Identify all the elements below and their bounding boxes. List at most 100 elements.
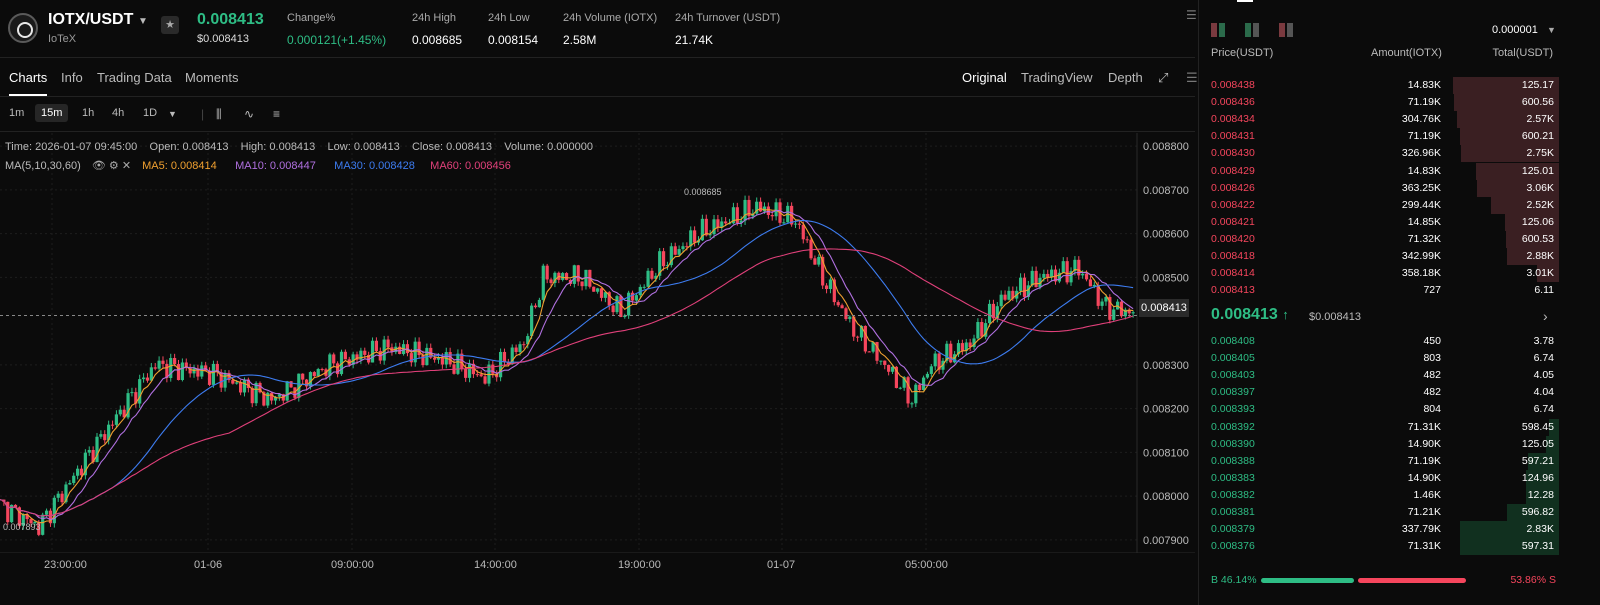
candle-up [56,493,60,498]
tab-info[interactable]: Info [61,70,83,85]
view-tradingview[interactable]: TradingView [1021,70,1093,85]
depth-bar [1460,538,1559,556]
col-total: Total(USDT) [1492,47,1553,59]
settings-list-icon[interactable]: ≡ [273,107,281,121]
candle-down [607,292,611,306]
pair-selector[interactable]: IOTX/USDT [48,11,134,28]
interval-4h[interactable]: 4h [112,107,125,119]
caret-down-icon[interactable]: ▼ [138,16,148,27]
bid-row[interactable]: 0.008383 14.90K 124.96 [1199,469,1559,487]
price-chart[interactable]: 0.008800 0.008700 0.008600 0.008500 0.008300… [0,133,1195,553]
interval-1d[interactable]: 1D [143,107,158,119]
candle-down [25,514,29,520]
bid-row[interactable]: 0.008390 14.90K 125.05 [1199,435,1559,453]
candle-type-icon[interactable]: ⫼ [216,107,222,121]
book-both-icon[interactable] [1211,23,1225,37]
book-bids-icon[interactable] [1245,23,1259,37]
y-tick-label: 0.008700 [1143,185,1189,197]
candle-down [417,341,421,356]
ask-row[interactable]: 0.008413 727 6.11 [1199,282,1559,299]
order-total: 12.28 [1527,488,1554,501]
order-price: 0.008383 [1211,471,1255,484]
star-icon[interactable]: ★ [161,16,179,34]
bid-row[interactable]: 0.008393 804 6.74 [1199,401,1559,418]
depth-bar [1549,418,1559,436]
candle-up [848,316,852,320]
candle-up [654,275,658,279]
bid-row[interactable]: 0.008405 803 6.74 [1199,350,1559,367]
bid-row[interactable]: 0.008388 71.19K 597.21 [1199,452,1559,470]
interval-1h[interactable]: 1h [82,107,95,119]
bid-row[interactable]: 0.008408 450 3.78 [1199,333,1559,350]
eye-settings-close-icons[interactable]: 👁 ⚙ ✕ [91,160,132,172]
chart-canvas[interactable]: 0.008800 0.008700 0.008600 0.008500 0.008300… [0,133,1195,553]
ask-row[interactable]: 0.008430 326.96K 2.75K [1199,145,1559,163]
mid-price-usd: $0.008413 [1309,311,1361,323]
ask-row[interactable]: 0.008436 71.19K 600.56 [1199,94,1559,112]
order-total: 3.06K [1526,181,1554,194]
candle-down [262,392,266,406]
candle-down [832,279,836,303]
candle-down [79,468,84,476]
candle-up [339,351,344,375]
tab-moments[interactable]: Moments [185,70,239,85]
candle-down [949,343,953,363]
ask-row[interactable]: 0.008426 363.25K 3.06K [1199,179,1559,197]
order-amount: 71.31K [1407,420,1441,433]
bid-row[interactable]: 0.008381 71.21K 596.82 [1199,504,1559,521]
bid-row[interactable]: 0.008392 71.31K 598.45 [1199,418,1559,436]
ask-row[interactable]: 0.008414 358.18K 3.01K [1199,265,1559,283]
tab-charts[interactable]: Charts [9,70,48,96]
order-total: 596.82 [1521,506,1554,518]
ohlc-info: Time: 2026-01-07 09:45:00 Open: 0.008413… [5,141,593,153]
ask-row[interactable]: 0.008421 14.85K 125.06 [1199,213,1559,231]
bid-row[interactable]: 0.008379 337.79K 2.83K [1199,521,1559,539]
ask-row[interactable]: 0.008420 71.32K 600.53 [1199,230,1559,248]
candle-up [700,218,704,241]
bid-row[interactable]: 0.008403 482 4.05 [1199,367,1559,384]
bid-row[interactable]: 0.008397 482 4.04 [1199,384,1559,401]
view-depth[interactable]: Depth [1108,70,1143,85]
book-asks-icon[interactable] [1279,23,1293,37]
candle-up [902,377,906,388]
ask-row[interactable]: 0.008438 14.83K 125.17 [1199,77,1559,94]
sell-ratio-bar [1357,578,1466,583]
order-price: 0.008426 [1211,181,1255,194]
candle-up [890,366,895,372]
order-price: 0.008418 [1211,250,1255,262]
precision-select[interactable]: 0.000001 [1492,24,1538,36]
candle-down [599,288,604,298]
candle-down [491,364,495,374]
stat-low: 24h Low 0.008154 [488,12,538,47]
bid-row[interactable]: 0.008382 1.46K 12.28 [1199,486,1559,504]
order-price: 0.008430 [1211,147,1255,160]
indicator-icon[interactable]: ∿ [244,107,255,121]
ask-row[interactable]: 0.008418 342.99K 2.88K [1199,248,1559,265]
caret-down-icon[interactable]: ▼ [1547,25,1556,35]
view-original[interactable]: Original [962,70,1007,85]
candle-up [498,351,503,378]
menu-icon[interactable]: ☰ [1186,70,1198,85]
chevron-right-icon[interactable]: › [1543,308,1548,324]
ask-row[interactable]: 0.008431 71.19K 600.21 [1199,128,1559,146]
candle-up [1026,285,1030,297]
candle-up [933,353,937,367]
tab-trading-data[interactable]: Trading Data [97,70,172,85]
bid-row[interactable]: 0.008376 71.31K 597.31 [1199,538,1559,556]
interval-15m[interactable]: 15m [35,104,69,122]
ask-row[interactable]: 0.008429 14.83K 125.01 [1199,162,1559,180]
menu-icon[interactable]: ☰ [1186,8,1197,22]
interval-caret-icon[interactable]: ▼ [168,109,177,119]
candle-down [747,199,751,217]
interval-1m[interactable]: 1m [9,107,25,119]
candle-up [817,256,821,265]
ask-row[interactable]: 0.008434 304.76K 2.57K [1199,111,1559,129]
order-price: 0.008397 [1211,386,1255,399]
expand-icon[interactable]: ⤢ [1158,70,1169,85]
ask-row[interactable]: 0.008422 299.44K 2.52K [1199,196,1559,214]
depth-bar [1505,213,1559,231]
candle-down [1011,290,1015,299]
candle-down [165,363,169,378]
candle-down [968,342,972,348]
candle-down [685,246,689,248]
